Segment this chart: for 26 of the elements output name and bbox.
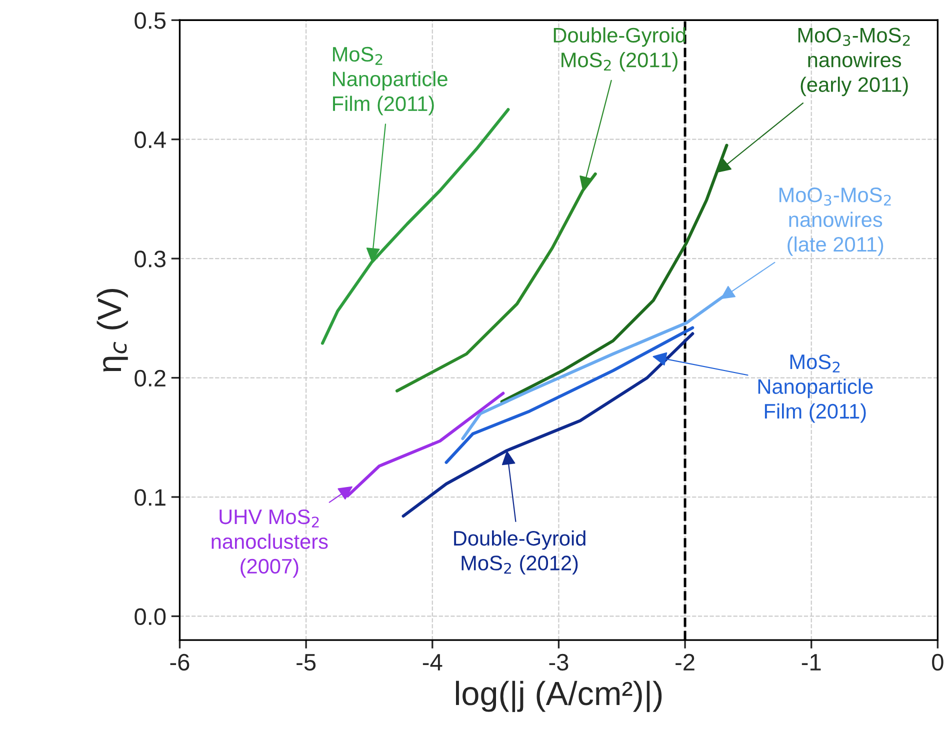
- line-series: [500, 144, 728, 404]
- y-tick-label: 0.3: [134, 250, 166, 268]
- x-tick-label: -3: [549, 654, 568, 671]
- y-tick-label: 0.0: [134, 608, 166, 626]
- annotation: MoO$_{3}$-MoS$_{2}$ nanowires (late 2011): [779, 188, 891, 256]
- x-axis-title: log(|j (A/cm²)|): [456, 680, 662, 712]
- y-tick-label: 0.5: [134, 12, 166, 29]
- annotation: UHV MoS$_{2}$ nanoclusters (2007): [212, 509, 328, 578]
- y-tick-label: 0.2: [134, 370, 166, 387]
- annotation: MoO$_{3}$-MoS$_{2}$ nanowires (early 2011): [798, 28, 910, 96]
- line-series: [444, 326, 694, 464]
- annotation: Double-Gyroid MoS$_{2}$ (2012): [454, 530, 586, 575]
- line-series: [395, 172, 597, 392]
- x-tick-label: -5: [296, 654, 316, 671]
- x-tick-label: -1: [802, 654, 821, 670]
- y-tick-label: 0.1: [134, 489, 166, 506]
- x-tick-label: 0: [932, 654, 944, 671]
- annotation: MoS$_{2}$ Nanoparticle Film (2011): [758, 354, 873, 423]
- x-tick-label: -6: [170, 654, 190, 671]
- x-tick-label: -4: [422, 654, 442, 670]
- y-axis-title: η$_{c}$ (V): [96, 289, 128, 372]
- annotation: Double-Gyroid MoS$_{2}$ (2011): [554, 27, 686, 72]
- x-tick-label: -2: [676, 654, 694, 670]
- line-series: [402, 332, 694, 518]
- y-tick-label: 0.4: [134, 131, 166, 148]
- annotation: MoS$_{2}$ Nanoparticle Film (2011): [333, 46, 448, 116]
